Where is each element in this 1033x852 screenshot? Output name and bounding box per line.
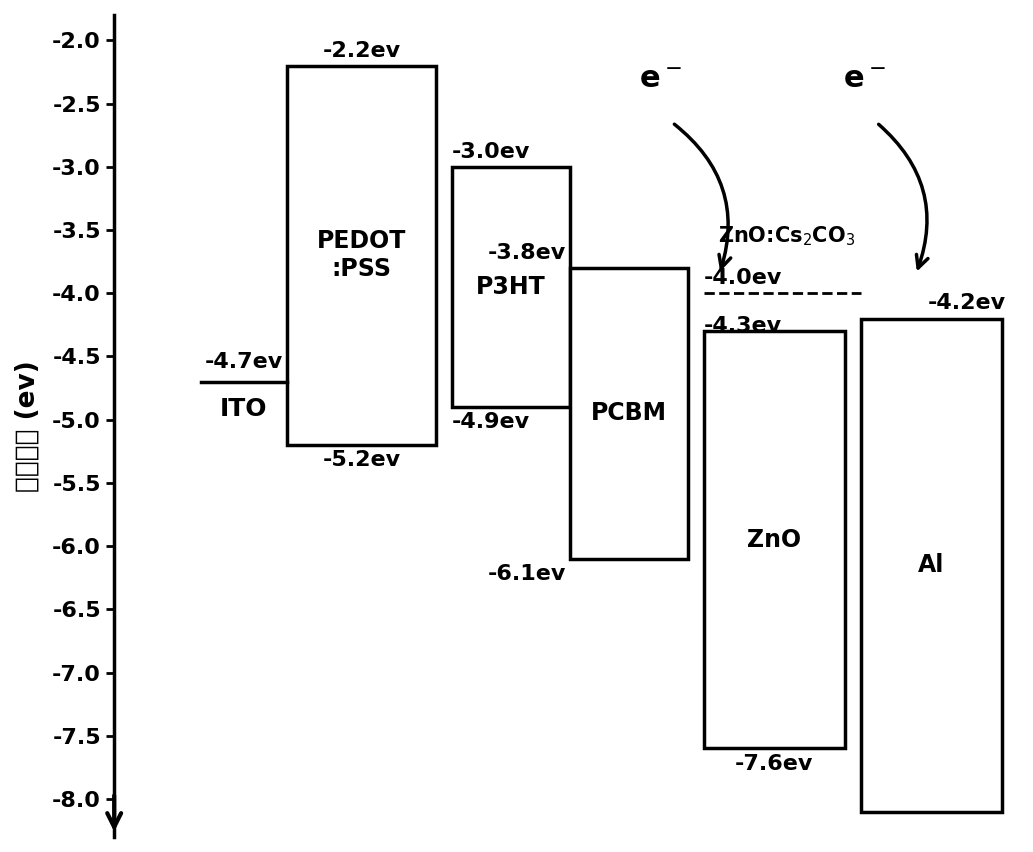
- Bar: [703, 331, 845, 748]
- Text: -6.1ev: -6.1ev: [488, 564, 566, 584]
- Text: PCBM: PCBM: [591, 401, 667, 425]
- Text: ZnO: ZnO: [747, 528, 802, 552]
- Bar: [860, 319, 1002, 812]
- Bar: [570, 268, 688, 559]
- Bar: [452, 167, 570, 407]
- Text: $\mathbf{e}^-$: $\mathbf{e}^-$: [639, 65, 682, 94]
- Bar: [287, 66, 436, 445]
- Text: $\mathbf{e}^-$: $\mathbf{e}^-$: [843, 65, 886, 94]
- Text: ZnO:Cs$_2$CO$_3$: ZnO:Cs$_2$CO$_3$: [718, 225, 854, 248]
- Text: -4.3ev: -4.3ev: [703, 316, 782, 337]
- Text: PEDOT
:PSS: PEDOT :PSS: [317, 229, 406, 281]
- Text: -3.8ev: -3.8ev: [488, 243, 566, 263]
- Text: -4.0ev: -4.0ev: [703, 268, 782, 288]
- Text: P3HT: P3HT: [476, 275, 546, 299]
- Text: -4.9ev: -4.9ev: [452, 412, 530, 432]
- Y-axis label: 真空能级 (ev): 真空能级 (ev): [15, 360, 41, 492]
- Text: Al: Al: [918, 553, 945, 577]
- Text: ITO: ITO: [220, 397, 268, 421]
- Text: -5.2ev: -5.2ev: [322, 450, 401, 470]
- Text: -4.2ev: -4.2ev: [928, 293, 1006, 314]
- Text: -3.0ev: -3.0ev: [452, 141, 531, 162]
- Text: -4.7ev: -4.7ev: [205, 352, 283, 371]
- Text: -2.2ev: -2.2ev: [322, 41, 401, 60]
- Text: -7.6ev: -7.6ev: [735, 753, 814, 774]
